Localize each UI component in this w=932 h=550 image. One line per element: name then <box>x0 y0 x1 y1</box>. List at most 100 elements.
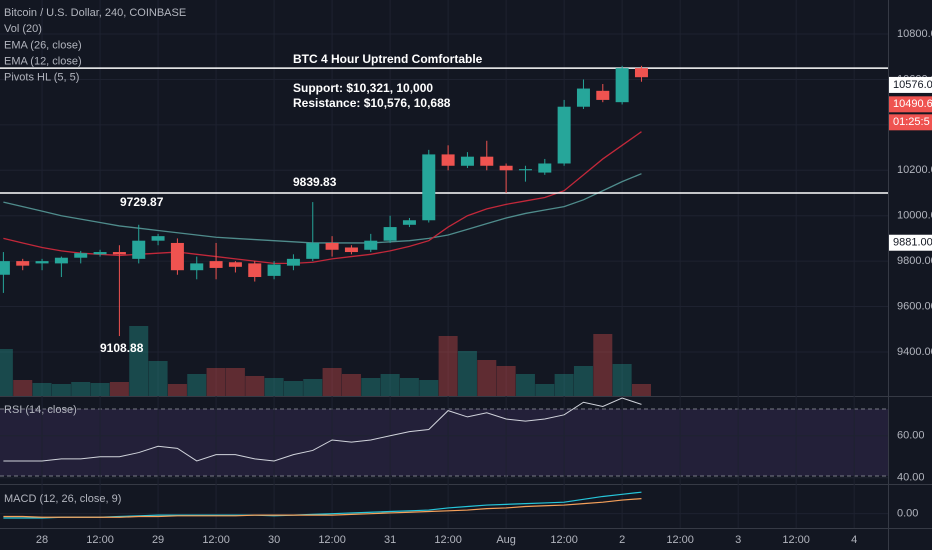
x-tick-label: 4 <box>851 534 857 546</box>
candle-body <box>35 261 49 264</box>
candle-body <box>170 242 184 271</box>
volume-bar <box>573 366 593 396</box>
volume-bar <box>477 360 497 396</box>
candle-body <box>422 154 436 221</box>
volume-bar <box>206 368 226 396</box>
candle-body <box>132 240 146 259</box>
volume-bar <box>129 326 149 396</box>
y-tick-label: 9600.00 <box>897 300 932 312</box>
volume-bar <box>0 349 13 396</box>
volume-bar <box>245 376 265 396</box>
candle-body <box>538 163 552 173</box>
candle-body <box>248 263 262 278</box>
annotation: Resistance: $10,576, 10,688 <box>293 96 451 110</box>
volume-bar <box>32 383 52 396</box>
candle-body <box>383 227 397 241</box>
x-tick-label: 12:00 <box>782 534 810 546</box>
x-tick-label: 12:00 <box>318 534 346 546</box>
x-tick-label: 12:00 <box>550 534 578 546</box>
x-tick-label: 29 <box>152 534 164 546</box>
candle-body <box>460 156 474 166</box>
candle-body <box>286 258 300 266</box>
volume-bar <box>593 334 613 396</box>
y-tick-label: 10000.00 <box>897 210 932 222</box>
volume-bar <box>303 379 323 396</box>
candle-body <box>93 252 107 255</box>
volume-bar <box>90 383 110 396</box>
volume-bar <box>71 382 91 396</box>
volume-bar <box>535 384 555 396</box>
x-tick-label: 12:00 <box>434 534 462 546</box>
candle-body <box>0 261 10 275</box>
volume-bar <box>612 364 632 396</box>
candle-body <box>209 261 223 268</box>
x-tick-label: 28 <box>36 534 48 546</box>
volume-bar <box>457 351 477 396</box>
candle-body <box>518 169 532 171</box>
price-tag <box>889 76 932 93</box>
candle-body <box>615 68 629 103</box>
macd-line <box>3 498 642 518</box>
rsi-line <box>3 397 642 462</box>
candle-body <box>228 262 242 267</box>
y-tick-label: 10800.00 <box>897 28 932 40</box>
annotation: BTC 4 Hour Uptrend Comfortable <box>293 52 483 66</box>
countdown-tag <box>889 114 932 131</box>
volume-bar <box>515 374 535 396</box>
candle-body <box>344 247 358 253</box>
volume-bar <box>283 381 303 396</box>
countdown-label: 01:25:5 <box>893 116 930 128</box>
volume-bar <box>361 378 381 396</box>
candle-body <box>112 252 126 255</box>
candle-body <box>151 236 165 241</box>
volume-bar <box>225 368 245 396</box>
volume-bar <box>554 374 574 396</box>
annotation: 9729.87 <box>120 195 164 209</box>
y-tick-label: 9800.00 <box>897 255 932 267</box>
rsi-band <box>0 409 888 476</box>
pane-title: RSI (14, close) <box>4 404 77 416</box>
candle-body <box>499 165 513 171</box>
volume-bar <box>631 384 651 396</box>
price-tag-label: 9881.00 <box>893 237 932 249</box>
legend-entry: Vol (20) <box>4 23 42 35</box>
volume-bar <box>399 378 419 396</box>
candle-body <box>576 88 590 107</box>
legend-entry: Bitcoin / U.S. Dollar, 240, COINBASE <box>4 7 186 19</box>
candle-body <box>634 68 648 78</box>
candle-body <box>364 240 378 250</box>
volume-bar <box>109 382 129 396</box>
x-tick-label: 31 <box>384 534 396 546</box>
x-tick-label: 30 <box>268 534 280 546</box>
volume-bar <box>51 384 71 396</box>
candle-body <box>596 90 610 100</box>
candle-body <box>441 154 455 166</box>
volume-bar <box>496 366 516 396</box>
volume-bar <box>264 378 284 396</box>
candle-body <box>480 156 494 166</box>
annotation: Support: $10,321, 10,000 <box>293 81 433 95</box>
ema-line <box>3 131 642 265</box>
volume-bar <box>341 374 361 396</box>
y-tick-label: 40.00 <box>897 472 925 484</box>
annotation: 9839.83 <box>293 175 337 189</box>
price-tag <box>889 234 932 251</box>
y-tick-label: 0.00 <box>897 508 918 520</box>
legend-entry: EMA (26, close) <box>4 39 82 51</box>
price-tag <box>889 96 932 113</box>
y-tick-label: 10200.00 <box>897 164 932 176</box>
x-tick-label: 12:00 <box>666 534 694 546</box>
ema-line <box>3 173 642 244</box>
candle-body <box>54 257 68 264</box>
volume-bar <box>419 380 439 396</box>
volume-bar <box>322 368 342 396</box>
volume-bar <box>187 374 207 396</box>
x-tick-label: 12:00 <box>202 534 230 546</box>
candle-body <box>325 242 339 250</box>
volume-bar <box>438 336 458 396</box>
price-tag-label: 10490.6 <box>893 98 932 110</box>
annotation: 9108.88 <box>100 341 144 355</box>
candle-body <box>557 106 571 164</box>
